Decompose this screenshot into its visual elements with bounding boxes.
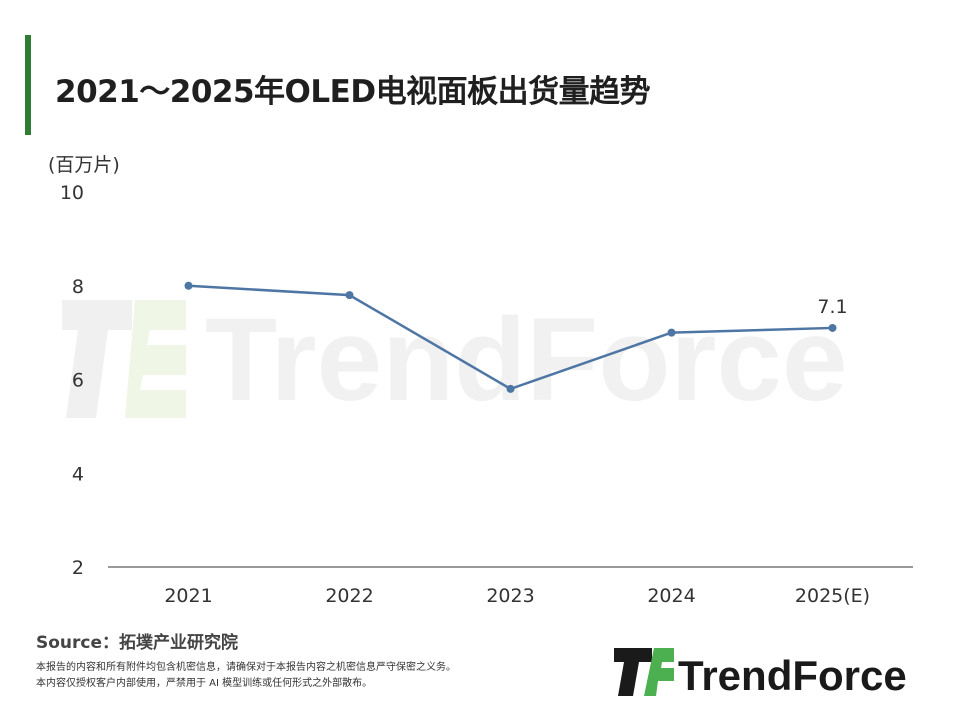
- data-labels: 7.1: [817, 296, 847, 318]
- x-axis-ticks: 2021 2022 2023 2024 2025(E): [164, 585, 870, 607]
- x-tick-label: 2025(E): [795, 585, 870, 607]
- trendforce-logo: TrendForce: [614, 648, 907, 698]
- data-point: [506, 384, 515, 393]
- series-group: [184, 281, 837, 393]
- y-tick-label: 4: [72, 463, 84, 485]
- y-axis-ticks: 2 4 6 8 10: [60, 182, 84, 579]
- data-point: [828, 323, 837, 332]
- source-note: Source：拓墣产业研究院: [36, 633, 239, 653]
- data-point: [345, 291, 354, 300]
- page-title: 2021～2025年OLED电视面板出货量趋势: [55, 74, 651, 110]
- data-point: [184, 281, 193, 290]
- disclaimer-line-1: 本报告的内容和所有附件均包含机密信息，请确保对于本报告内容之机密信息严守保密之义…: [36, 662, 456, 673]
- y-tick-label: 8: [72, 276, 84, 298]
- trendforce-logo-icon: [614, 648, 674, 696]
- x-tick-label: 2024: [647, 585, 695, 607]
- y-tick-label: 6: [72, 370, 84, 392]
- x-tick-label: 2022: [325, 585, 373, 607]
- data-point: [667, 328, 676, 337]
- y-axis-unit-label: (百万片): [48, 154, 120, 176]
- x-tick-label: 2023: [486, 585, 534, 607]
- data-label: 7.1: [817, 296, 847, 318]
- logo-wordmark: TrendForce: [678, 652, 907, 698]
- watermark-text: TrendForce: [205, 294, 848, 426]
- title-accent-bar: [25, 35, 31, 135]
- y-tick-label: 2: [72, 557, 84, 579]
- y-tick-label: 10: [60, 182, 84, 204]
- watermark: TrendForce: [62, 294, 848, 426]
- disclaimer-line-2: 本内容仅授权客户内部使用，严禁用于 AI 模型训练或任何形式之外部散布。: [36, 678, 373, 689]
- x-tick-label: 2021: [164, 585, 212, 607]
- watermark-logo-icon: [62, 300, 186, 418]
